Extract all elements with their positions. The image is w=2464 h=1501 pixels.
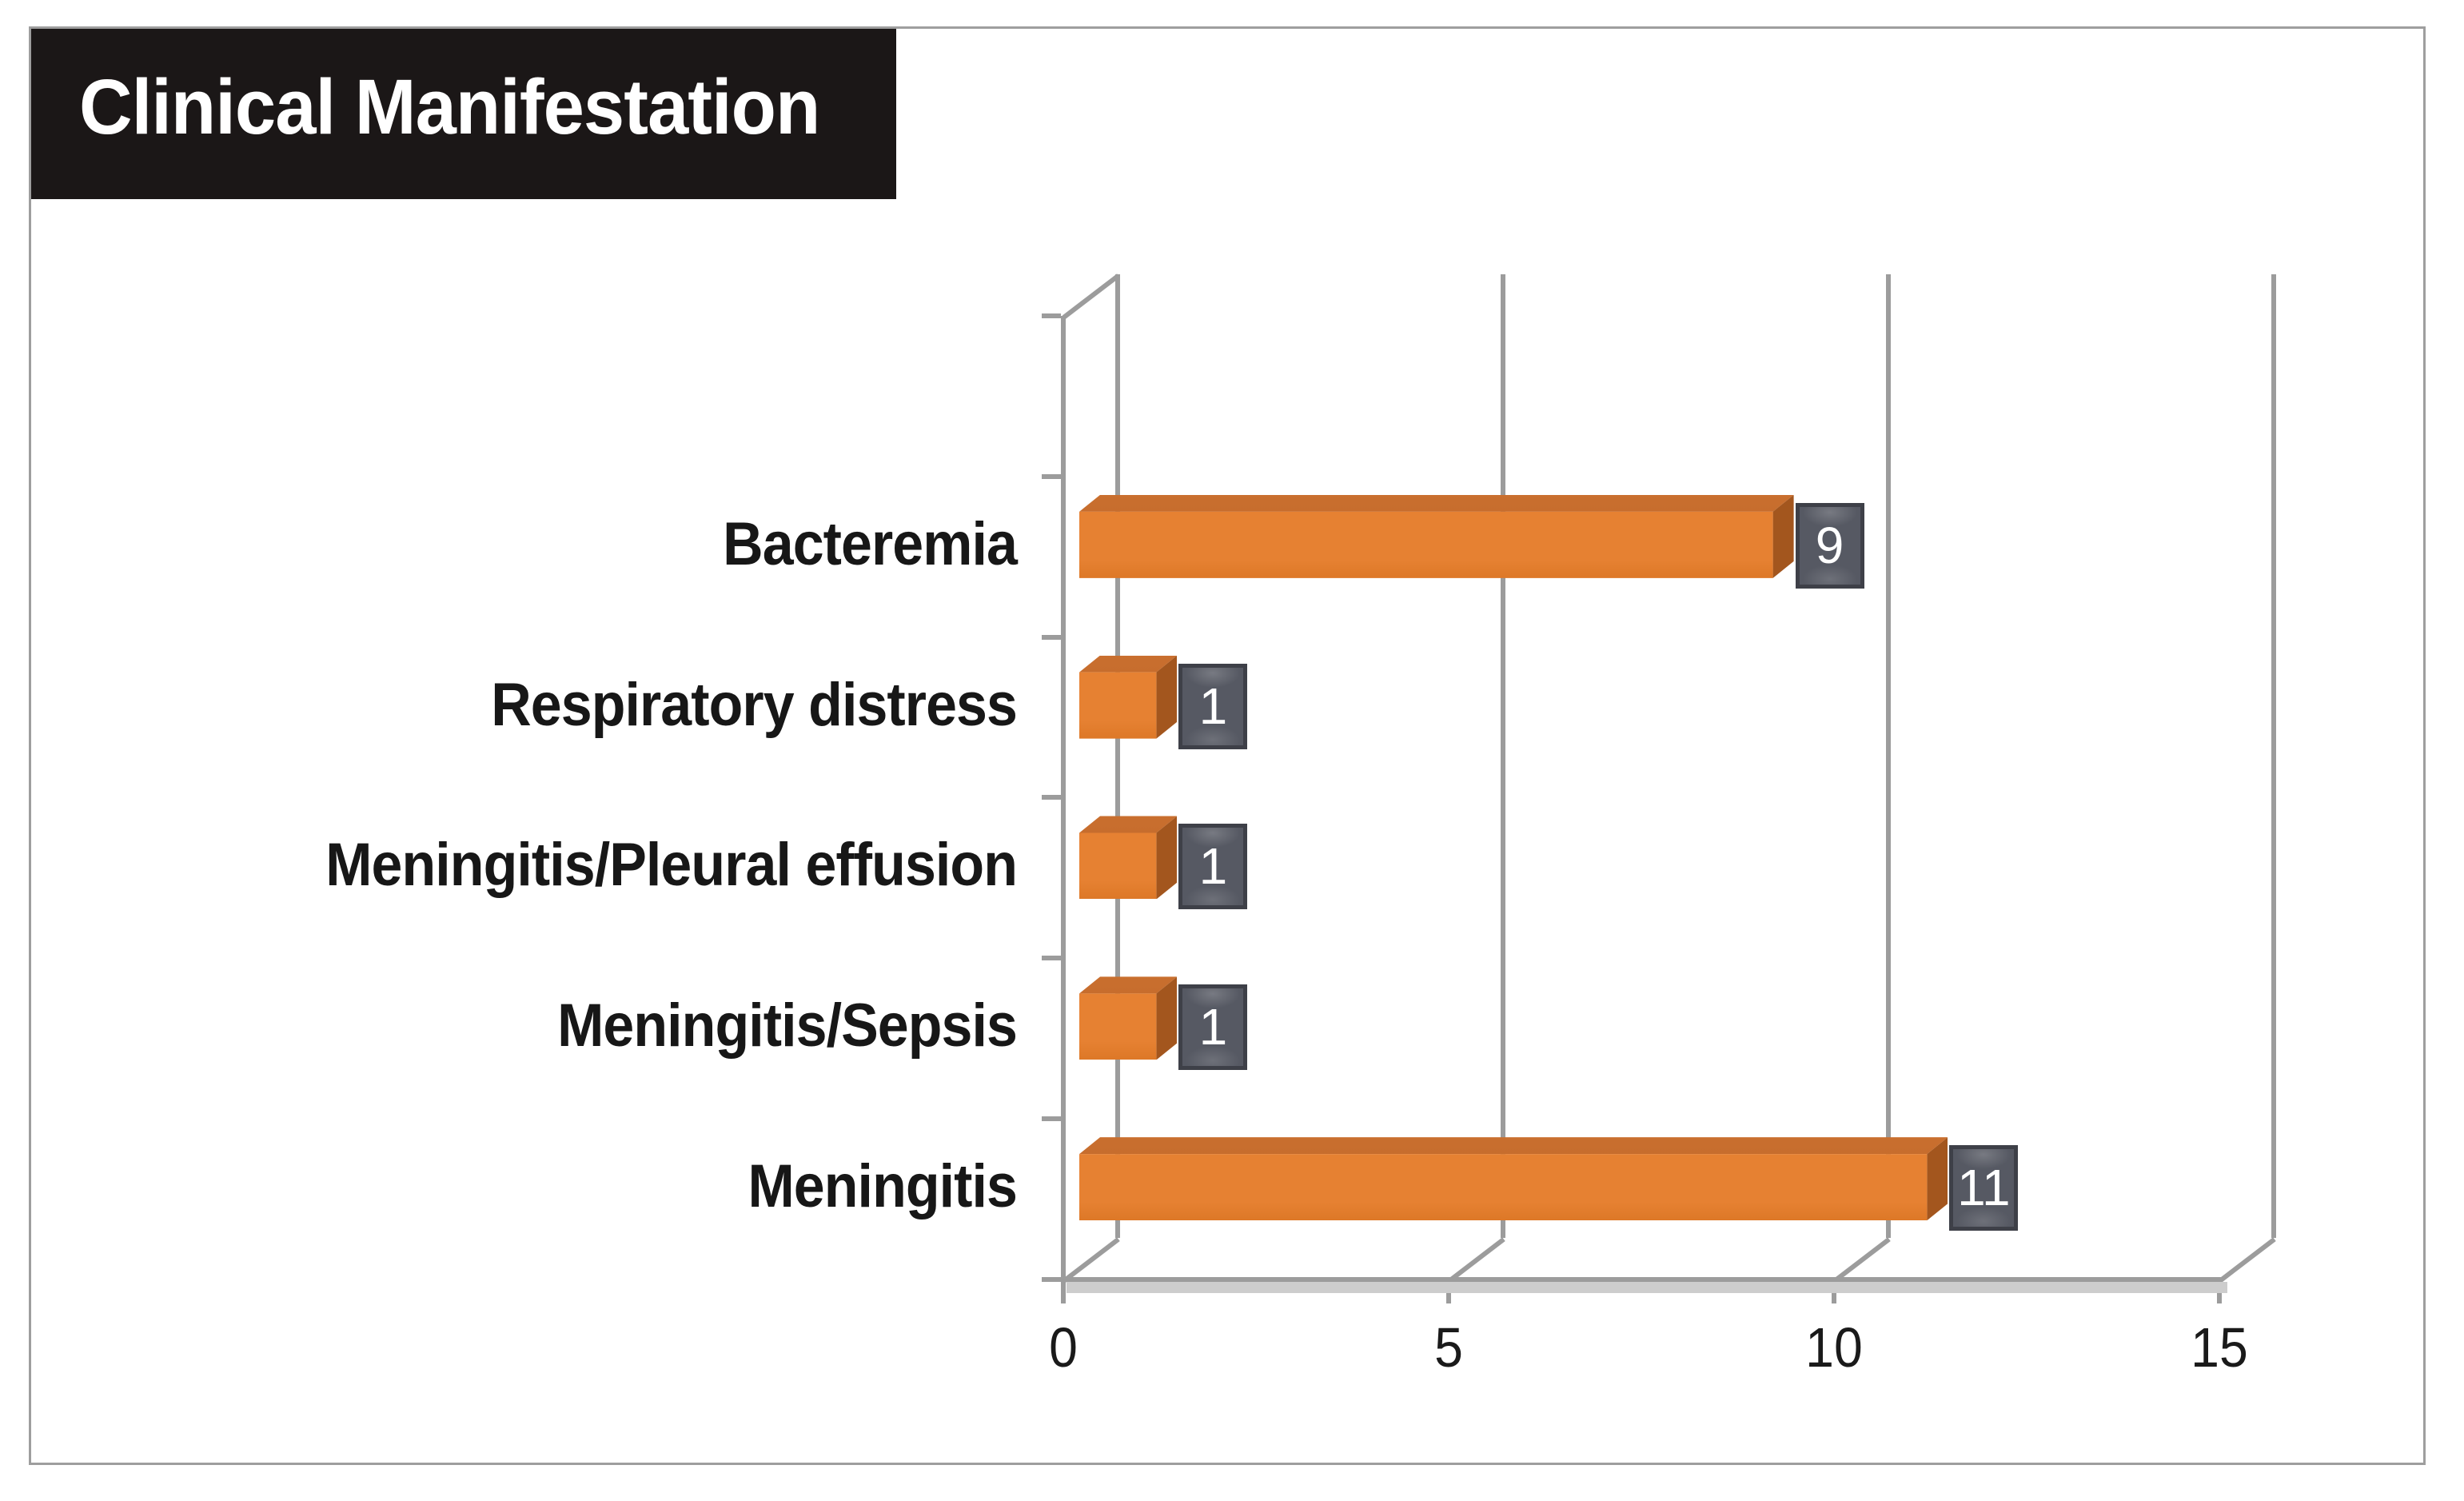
bar-2 xyxy=(1079,655,1178,739)
bar-top-face xyxy=(1079,816,1178,833)
bar-top-face xyxy=(1079,1137,1948,1155)
bar-top-face xyxy=(1079,494,1794,512)
category-label: Meningitis xyxy=(748,1152,1017,1221)
title-banner: Clinical Manifestation xyxy=(31,29,896,199)
x-tick-label: 5 xyxy=(1434,1316,1463,1379)
data-label-box: 9 xyxy=(1795,502,1864,589)
x-tick-label: 15 xyxy=(2191,1316,2248,1379)
bar-front-face xyxy=(1079,672,1157,739)
data-label-box: 11 xyxy=(1949,1145,2019,1232)
gridline xyxy=(1115,274,1120,1238)
x-axis-tick-mark xyxy=(1061,1279,1066,1303)
bar-front-face xyxy=(1079,993,1157,1060)
category-tick-mark xyxy=(1042,1276,1061,1282)
data-label-box: 1 xyxy=(1178,824,1248,910)
bar-top-face xyxy=(1079,655,1178,673)
data-label-box: 1 xyxy=(1178,984,1248,1071)
category-tick-mark xyxy=(1042,634,1061,640)
category-tick-mark xyxy=(1042,956,1061,961)
bar-1 xyxy=(1079,494,1794,578)
x-tick-label: 0 xyxy=(1049,1316,1078,1379)
bar-front-face xyxy=(1079,832,1157,900)
floor-strip xyxy=(1067,1282,2227,1293)
category-tick-mark xyxy=(1042,313,1061,318)
category-tick-mark xyxy=(1042,795,1061,800)
x-tick-label: 10 xyxy=(1805,1316,1863,1379)
category-tick-mark xyxy=(1042,1116,1061,1122)
bar-3 xyxy=(1079,816,1178,900)
bar-5 xyxy=(1079,1137,1948,1221)
data-label-box: 1 xyxy=(1178,663,1248,749)
gridline xyxy=(2271,274,2276,1238)
bar-front-face xyxy=(1079,1154,1928,1221)
category-label: Meningitis/Sepsis xyxy=(557,992,1018,1060)
chart-title: Clinical Manifestation xyxy=(79,63,820,150)
floor-edge xyxy=(1063,1277,2223,1282)
bar-top-face xyxy=(1079,976,1178,994)
bar-4 xyxy=(1079,976,1178,1060)
category-label: Meningitis/Pleural effusion xyxy=(325,831,1018,900)
category-tick-mark xyxy=(1042,473,1061,479)
gridline xyxy=(1501,274,1505,1238)
category-axis xyxy=(1061,316,1066,1282)
gridline xyxy=(1886,274,1891,1238)
bar-front-face xyxy=(1079,511,1773,578)
category-label: Respiratory distress xyxy=(491,670,1018,739)
category-label: Bacteremia xyxy=(723,509,1018,578)
